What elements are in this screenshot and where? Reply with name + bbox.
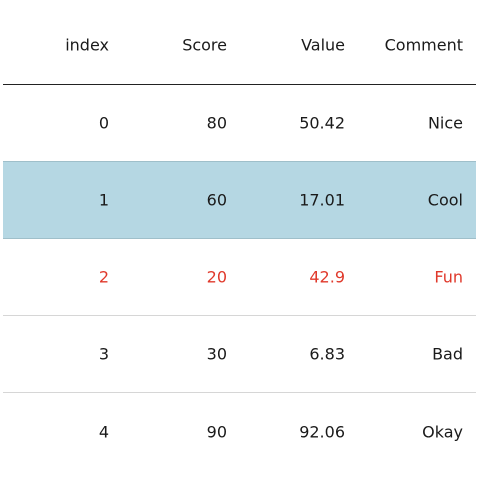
cell-index: 4 <box>98 422 109 441</box>
table-row: 0 80 50.42 Nice <box>3 85 476 162</box>
data-table: index Score Value Comment 0 80 50.42 Nic… <box>3 6 476 470</box>
cell-value: 6.83 <box>309 344 345 364</box>
table-row-alert: 2 20 42.9 Fun <box>3 239 476 316</box>
cell-comment: Okay <box>422 422 463 441</box>
column-header-index: index <box>65 35 109 55</box>
table-row-highlighted: 1 60 17.01 Cool <box>3 160 476 239</box>
cell-index: 1 <box>98 190 109 210</box>
cell-score: 30 <box>206 344 227 364</box>
cell-index: 2 <box>98 267 109 287</box>
column-header-value: Value <box>301 35 345 55</box>
cell-comment: Bad <box>432 344 463 364</box>
cell-comment: Cool <box>427 190 463 210</box>
cell-score: 90 <box>206 422 227 441</box>
table-row: 4 90 92.06 Okay <box>3 393 476 470</box>
cell-value: 50.42 <box>299 113 345 133</box>
table-header: index Score Value Comment <box>3 6 476 85</box>
table-row: 3 30 6.83 Bad <box>3 316 476 393</box>
cell-value: 92.06 <box>299 422 345 441</box>
cell-score: 60 <box>206 190 227 210</box>
cell-score: 80 <box>206 113 227 133</box>
cell-comment: Nice <box>427 113 463 133</box>
cell-value: 42.9 <box>309 267 345 287</box>
cell-comment: Fun <box>434 267 463 287</box>
column-header-comment: Comment <box>384 35 463 55</box>
cell-index: 0 <box>98 113 109 133</box>
column-header-score: Score <box>182 35 227 55</box>
cell-value: 17.01 <box>299 190 345 210</box>
cell-score: 20 <box>206 267 227 287</box>
cell-index: 3 <box>98 344 109 364</box>
